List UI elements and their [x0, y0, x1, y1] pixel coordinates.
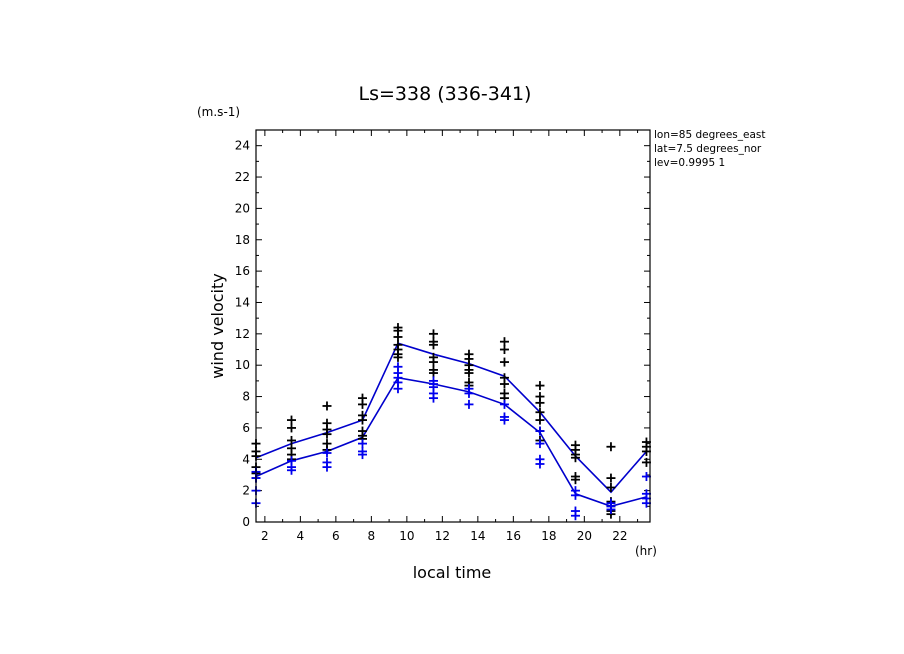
black-point: [428, 340, 438, 350]
black-point: [464, 368, 474, 378]
blue-point: [286, 465, 296, 475]
x-tick-label: 4: [297, 529, 305, 543]
black-point: [499, 337, 509, 347]
black-point: [428, 357, 438, 367]
blue-point: [535, 426, 545, 436]
blue-point: [499, 415, 509, 425]
blue-point: [393, 384, 403, 394]
x-tick-label: 20: [577, 529, 592, 543]
black-point: [535, 381, 545, 391]
blue-point: [357, 439, 367, 449]
blue-point: [499, 399, 509, 409]
blue-point: [570, 511, 580, 521]
black-point: [606, 483, 616, 493]
black-point: [286, 435, 296, 445]
y-tick-label: 8: [242, 390, 250, 404]
y-tick-label: 0: [242, 515, 250, 529]
black-point: [535, 407, 545, 417]
y-tick-label: 20: [235, 201, 250, 215]
black-point: [570, 453, 580, 463]
series-line-2: [255, 376, 647, 508]
black-point: [606, 473, 616, 483]
y-tick-label: 10: [235, 358, 250, 372]
x-tick-label: 8: [368, 529, 376, 543]
y-tick-label: 14: [235, 295, 250, 309]
black-point: [286, 423, 296, 433]
y-tick-label: 24: [235, 139, 250, 153]
y-tick-label: 22: [235, 170, 250, 184]
blue-point: [464, 399, 474, 409]
black-point: [393, 352, 403, 362]
scatter-points: [251, 323, 651, 521]
blue-point: [535, 439, 545, 449]
x-axis-label: local time: [413, 563, 492, 582]
blue-point: [606, 504, 616, 514]
blue-point: [428, 393, 438, 403]
series-lines: [255, 342, 648, 508]
black-point: [322, 401, 332, 411]
black-point: [499, 379, 509, 389]
y-tick-label: 4: [242, 452, 250, 466]
x-tick-label: 16: [506, 529, 521, 543]
blue-point: [535, 459, 545, 469]
y-axis-label: wind velocity: [208, 273, 227, 378]
black-point: [570, 475, 580, 485]
black-point: [357, 415, 367, 425]
x-axis-unit: (hr): [635, 544, 657, 558]
x-tick-label: 6: [332, 529, 340, 543]
blue-point: [322, 462, 332, 472]
blue-point: [357, 450, 367, 460]
y-tick-label: 18: [235, 233, 250, 247]
y-tick-label: 6: [242, 421, 250, 435]
black-point: [499, 357, 509, 367]
black-point: [428, 368, 438, 378]
blue-point: [570, 490, 580, 500]
black-point: [535, 415, 545, 425]
blue-point: [464, 388, 474, 398]
black-point: [606, 442, 616, 452]
x-tick-label: 14: [470, 529, 485, 543]
y-axis-unit: (m.s-1): [197, 105, 240, 119]
x-tick-label: 2: [261, 529, 269, 543]
black-point: [322, 429, 332, 439]
chart-title: Ls=338 (336-341): [359, 83, 532, 105]
black-point: [499, 345, 509, 355]
blue-point: [322, 448, 332, 458]
x-tick-label: 12: [435, 529, 450, 543]
y-tick-label: 16: [235, 264, 250, 278]
x-tick-label: 22: [612, 529, 627, 543]
y-tick-label: 2: [242, 484, 250, 498]
annotation-longitude: lon=85 degrees_east: [654, 129, 766, 141]
black-point: [357, 399, 367, 409]
y-tick-label: 12: [235, 327, 250, 341]
x-tick-label: 10: [399, 529, 414, 543]
series-line-1: [255, 342, 648, 494]
annotation-level: lev=0.9995 1: [654, 157, 725, 169]
black-point: [393, 332, 403, 342]
annotation-latitude: lat=7.5 degrees_nor: [654, 143, 762, 155]
black-point: [286, 415, 296, 425]
black-point: [428, 329, 438, 339]
plot-frame: [255, 129, 651, 523]
x-tick-label: 18: [541, 529, 556, 543]
black-point: [535, 398, 545, 408]
